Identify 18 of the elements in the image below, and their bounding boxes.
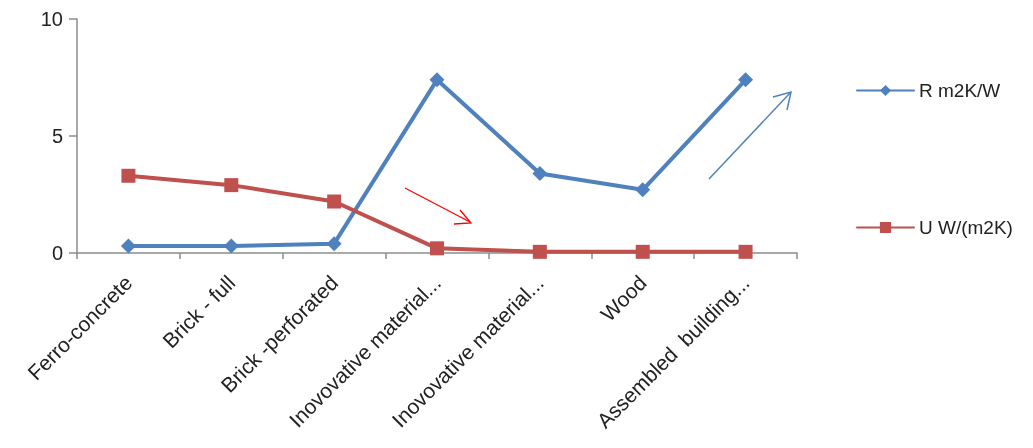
y-tick-label: 0 bbox=[51, 242, 63, 264]
legend-label: U W/(m2K) bbox=[919, 217, 1013, 238]
point bbox=[532, 244, 547, 259]
legend-label: R m2K/W bbox=[919, 80, 1001, 101]
point bbox=[121, 168, 136, 183]
point bbox=[532, 165, 548, 181]
y-tick-label: 5 bbox=[51, 125, 63, 147]
point bbox=[429, 72, 445, 88]
point bbox=[430, 241, 444, 256]
y-tick-label: 10 bbox=[40, 8, 63, 30]
point bbox=[224, 178, 239, 193]
point bbox=[738, 72, 754, 88]
point bbox=[635, 244, 650, 259]
point bbox=[120, 238, 136, 254]
point bbox=[327, 194, 342, 209]
point bbox=[635, 182, 651, 198]
point bbox=[738, 244, 753, 259]
point bbox=[326, 236, 342, 252]
